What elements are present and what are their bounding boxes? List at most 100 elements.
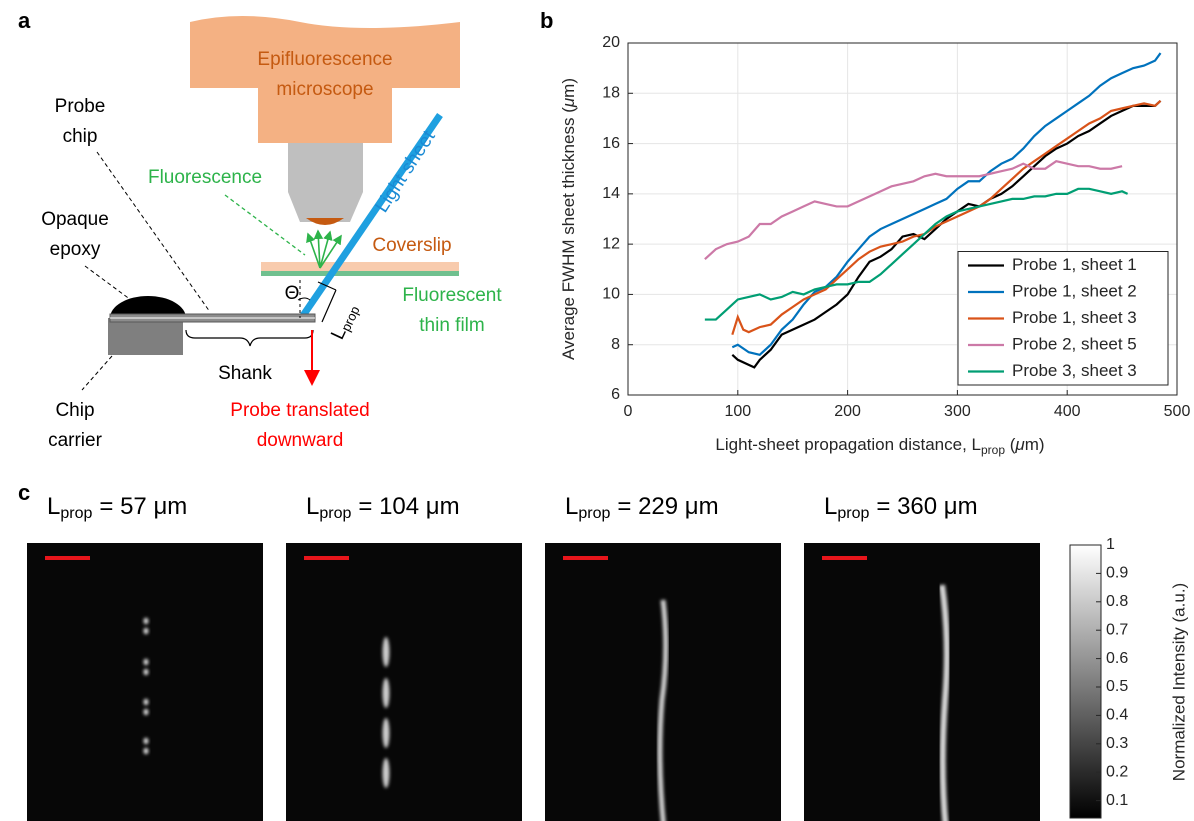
diagram-label: Θ [285, 283, 300, 304]
image-spot [143, 668, 149, 676]
x-tick-label: 100 [724, 403, 751, 420]
diagram-shapes [81, 16, 460, 391]
image-spot [143, 698, 149, 706]
diagram-label: Coverslip [372, 235, 451, 256]
image-spot [382, 718, 390, 748]
image-spot [143, 708, 149, 716]
y-tick-label: 8 [611, 336, 620, 353]
y-tick-label: 18 [602, 85, 620, 102]
diagram-label: Shank [218, 363, 272, 384]
image-title: Lprop = 360 μm [824, 493, 978, 522]
colorbar [1069, 544, 1102, 819]
image-spot [143, 737, 149, 745]
x-tick-label: 500 [1164, 403, 1191, 420]
y-tick-label: 12 [602, 235, 620, 252]
colorbar-tick-label: 0.3 [1106, 735, 1128, 752]
scale-bar [822, 556, 867, 560]
x-tick-label: 300 [944, 403, 971, 420]
legend-label: Probe 1, sheet 3 [1012, 308, 1137, 327]
colorbar-tick-label: 0.1 [1106, 792, 1128, 809]
image-bg [804, 543, 1040, 821]
text-part: L [824, 493, 837, 520]
diagram-label: microscope [276, 79, 373, 100]
y-tick-label: 10 [602, 286, 620, 303]
image [286, 543, 522, 821]
text-part: L [565, 493, 578, 520]
image [804, 543, 1040, 821]
diagram-label: Fluorescent [402, 285, 502, 306]
y-tick-label: 16 [602, 135, 620, 152]
plot-frame [627, 42, 1178, 396]
scale-bar [563, 556, 608, 560]
colorbar-tick-label: 0.4 [1106, 707, 1128, 724]
text-part: L [47, 493, 60, 520]
legend-label: Probe 1, sheet 2 [1012, 281, 1137, 300]
colorbar-tick-label: 0.9 [1106, 565, 1128, 582]
image-spot [382, 637, 390, 667]
colorbar-tick-label: 0.6 [1106, 650, 1128, 667]
legend-label: Probe 2, sheet 5 [1012, 334, 1137, 353]
panel-label: a [18, 8, 31, 33]
x-tick-label: 200 [834, 403, 861, 420]
colorbar-label: Normalized Intensity (a.u.) [1169, 583, 1188, 781]
x-axis-label: Light-sheet propagation distance, Lprop … [715, 435, 1044, 457]
text-part: μ [559, 97, 578, 108]
text-part: prop [981, 443, 1005, 457]
text-part: m) [559, 78, 578, 98]
y-tick-label: 6 [611, 386, 620, 403]
diagram-label: Epifluorescence [257, 49, 392, 70]
diagram-label: chip [63, 126, 98, 147]
text-part: μ [1014, 435, 1025, 454]
diagram-label: thin film [419, 315, 484, 336]
image-spot [143, 627, 149, 635]
legend-label: Probe 3, sheet 3 [1012, 361, 1137, 380]
image-title: Lprop = 57 μm [47, 493, 187, 522]
image [545, 543, 781, 821]
text-part: m) [1025, 435, 1045, 454]
colorbar-tick-label: 0.8 [1106, 593, 1128, 610]
text-part: Light-sheet propagation distance, L [715, 435, 981, 454]
image-bg [27, 543, 263, 821]
image-streak [939, 584, 950, 821]
scale-bar [45, 556, 90, 560]
colorbar-tick-label: 0.7 [1106, 621, 1128, 638]
text-part: = 360 μm [876, 493, 977, 520]
panel-label: b [540, 8, 553, 33]
text-part: L [306, 493, 319, 520]
panel-label: c [18, 480, 30, 505]
image-spot [143, 617, 149, 625]
diagram-label: downward [257, 430, 344, 451]
image-spot [143, 658, 149, 666]
legend-label: Probe 1, sheet 1 [1012, 255, 1137, 274]
text-part: = 104 μm [358, 493, 459, 520]
image-spot [382, 758, 390, 788]
image-title: Lprop = 229 μm [565, 493, 719, 522]
data-line [731, 100, 1162, 335]
diagram-label: Chip [55, 400, 94, 421]
scale-bar [304, 556, 349, 560]
y-tick-label: 20 [602, 34, 620, 51]
x-tick-label: 400 [1054, 403, 1081, 420]
text-part: prop [319, 505, 351, 522]
text-part: ( [1005, 435, 1016, 454]
diagram-label: Fluorescence [148, 167, 262, 188]
data-line [704, 159, 1123, 261]
diagram-label: Probe [55, 96, 106, 117]
text-part: prop [578, 505, 610, 522]
text-part: = 229 μm [617, 493, 718, 520]
text-part: prop [60, 505, 92, 522]
diagram-label: Lprop [327, 301, 363, 344]
text-part: prop [837, 505, 869, 522]
diagram-label: carrier [48, 430, 103, 451]
image [27, 543, 263, 821]
colorbar-tick-label: 0.5 [1106, 678, 1128, 695]
y-tick-label: 14 [602, 185, 620, 202]
text-part: Average FWHM sheet thickness ( [559, 107, 578, 360]
x-tick-label: 0 [624, 403, 633, 420]
colorbar-tick-label: 1 [1106, 536, 1115, 553]
image-bg [286, 543, 522, 821]
data-line [731, 52, 1162, 356]
diagram-label: Probe translated [230, 400, 369, 421]
image-title: Lprop = 104 μm [306, 493, 460, 522]
